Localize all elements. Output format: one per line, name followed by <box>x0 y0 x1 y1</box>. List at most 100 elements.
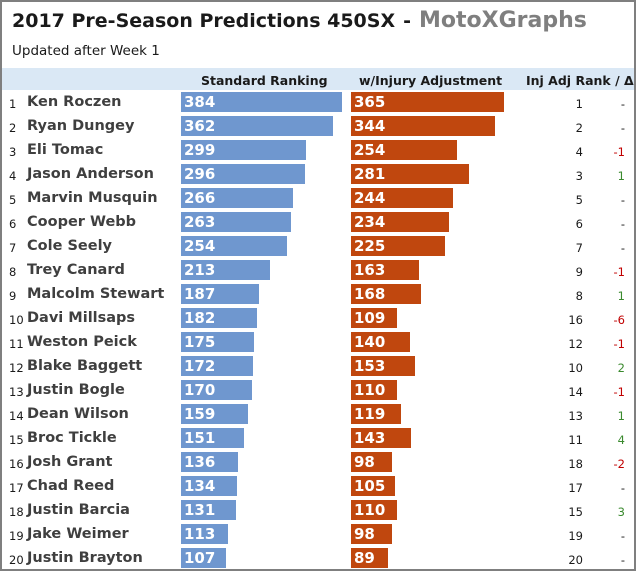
rank-change: 1 <box>617 409 625 423</box>
inj-adj-rank: 11 <box>568 433 583 447</box>
position-number: 14 <box>9 409 24 423</box>
title-separator: - <box>403 10 411 32</box>
inj-adj-rank: 2 <box>575 121 583 135</box>
position-number: 17 <box>9 481 24 495</box>
position-number: 15 <box>9 433 24 447</box>
rider-name: Broc Tickle <box>27 430 117 446</box>
standard-value: 172 <box>184 357 216 375</box>
injury-value: 119 <box>354 405 386 423</box>
standard-bar <box>181 284 260 304</box>
injury-value: 168 <box>354 285 386 303</box>
standard-bar <box>181 500 236 520</box>
position-number: 6 <box>9 217 17 231</box>
position-number: 9 <box>9 289 17 303</box>
rider-name: Josh Grant <box>27 454 113 470</box>
injury-value: 110 <box>354 501 386 519</box>
injury-bar <box>351 188 454 208</box>
standard-value: 182 <box>184 309 216 327</box>
position-number: 8 <box>9 265 17 279</box>
standard-bar <box>181 452 239 472</box>
position-number: 16 <box>9 457 24 471</box>
standard-value: 362 <box>184 117 216 135</box>
rank-change: 1 <box>617 289 625 303</box>
inj-adj-rank: 1 <box>575 97 583 111</box>
standard-value: 263 <box>184 213 216 231</box>
injury-value: 163 <box>354 261 386 279</box>
standard-bar <box>181 140 307 160</box>
injury-value: 105 <box>354 477 386 495</box>
position-number: 2 <box>9 121 17 135</box>
rank-change: - <box>620 217 625 231</box>
standard-value: 175 <box>184 333 216 351</box>
injury-bar <box>351 236 446 256</box>
rider-name: Eli Tomac <box>27 142 104 158</box>
chart-subtitle: Updated after Week 1 <box>12 43 160 59</box>
inj-adj-rank: 14 <box>568 385 583 399</box>
injury-value: 225 <box>354 237 386 255</box>
injury-value: 244 <box>354 189 386 207</box>
injury-bar <box>351 92 505 112</box>
rider-name: Malcolm Stewart <box>27 286 165 302</box>
standard-value: 384 <box>184 93 216 111</box>
inj-adj-rank: 18 <box>568 457 583 471</box>
position-number: 5 <box>9 193 17 207</box>
rank-change: 3 <box>617 505 625 519</box>
rank-change: - <box>620 553 625 567</box>
standard-bar <box>181 236 288 256</box>
injury-bar <box>351 332 410 352</box>
standard-bar <box>181 476 238 496</box>
rank-change: -6 <box>613 313 625 327</box>
injury-value: 110 <box>354 381 386 399</box>
rank-change: -1 <box>613 265 625 279</box>
rank-change: -1 <box>613 145 625 159</box>
inj-adj-rank: 17 <box>568 481 583 495</box>
column-header-standard: Standard Ranking <box>201 73 328 88</box>
rank-change: -1 <box>613 337 625 351</box>
standard-value: 296 <box>184 165 216 183</box>
rank-change: 1 <box>617 169 625 183</box>
rank-change: - <box>620 193 625 207</box>
position-number: 12 <box>9 361 24 375</box>
position-number: 10 <box>9 313 24 327</box>
inj-adj-rank: 4 <box>575 145 583 159</box>
inj-adj-rank: 13 <box>568 409 583 423</box>
rank-change: - <box>620 481 625 495</box>
injury-bar <box>351 452 393 472</box>
standard-value: 254 <box>184 237 216 255</box>
standard-bar <box>181 548 226 568</box>
standard-bar <box>181 380 253 400</box>
standard-bar <box>181 164 306 184</box>
rider-name: Justin Bogle <box>27 382 125 398</box>
standard-bar <box>181 212 292 232</box>
inj-adj-rank: 16 <box>568 313 583 327</box>
standard-value: 136 <box>184 453 216 471</box>
standard-bar <box>181 524 229 544</box>
injury-value: 89 <box>354 549 375 567</box>
rider-name: Davi Millsaps <box>27 310 136 326</box>
rider-name: Jake Weimer <box>27 526 129 542</box>
position-number: 7 <box>9 241 17 255</box>
rider-name: Blake Baggett <box>27 358 143 374</box>
injury-value: 98 <box>354 453 375 471</box>
position-number: 3 <box>9 145 17 159</box>
rank-change: 2 <box>617 361 625 375</box>
standard-bar <box>181 308 258 328</box>
column-header-rank: Inj Adj Rank / Δ <box>526 73 634 88</box>
standard-value: 170 <box>184 381 216 399</box>
position-number: 20 <box>9 553 24 567</box>
rank-change: - <box>620 97 625 111</box>
injury-bar <box>351 260 420 280</box>
standard-value: 113 <box>184 525 216 543</box>
standard-bar <box>181 332 255 352</box>
rider-name: Weston Peick <box>27 334 137 350</box>
injury-bar <box>351 500 398 520</box>
rank-change: - <box>620 241 625 255</box>
injury-value: 140 <box>354 333 386 351</box>
position-number: 19 <box>9 529 24 543</box>
rider-name: Ryan Dungey <box>27 118 135 134</box>
injury-bar <box>351 476 396 496</box>
injury-value: 153 <box>354 357 386 375</box>
standard-bar <box>181 356 254 376</box>
injury-bar <box>351 116 496 136</box>
rider-name: Ken Roczen <box>27 94 122 110</box>
